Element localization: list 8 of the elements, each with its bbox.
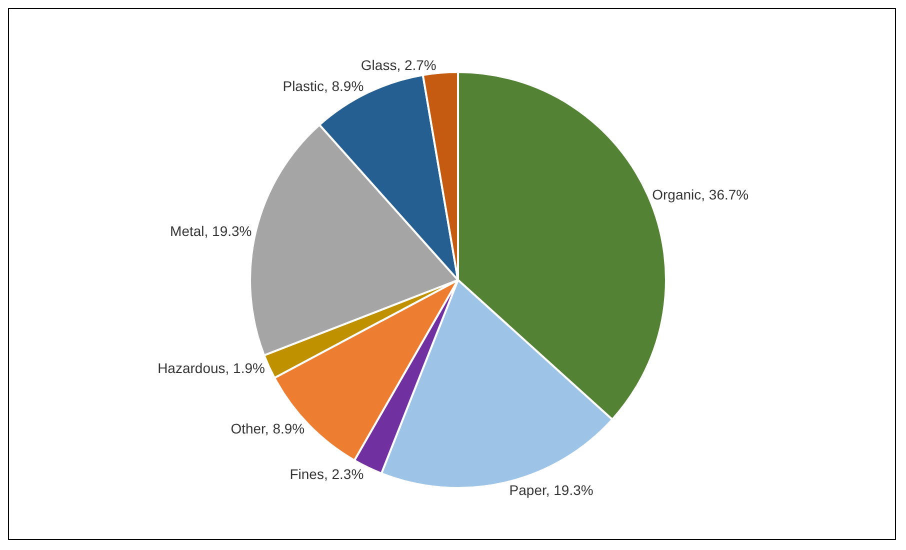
slice-label: Other, 8.9% bbox=[230, 420, 305, 437]
slice-label: Fines, 2.3% bbox=[290, 466, 364, 482]
slice-label: Metal, 19.3% bbox=[170, 223, 252, 240]
slice-label: Plastic, 8.9% bbox=[282, 78, 364, 94]
slice-label: Paper, 19.3% bbox=[509, 482, 594, 498]
slice-label: Organic, 36.7% bbox=[652, 186, 749, 202]
slice-label: Glass, 2.7% bbox=[360, 56, 436, 73]
slice-label: Hazardous, 1.9% bbox=[158, 360, 265, 376]
